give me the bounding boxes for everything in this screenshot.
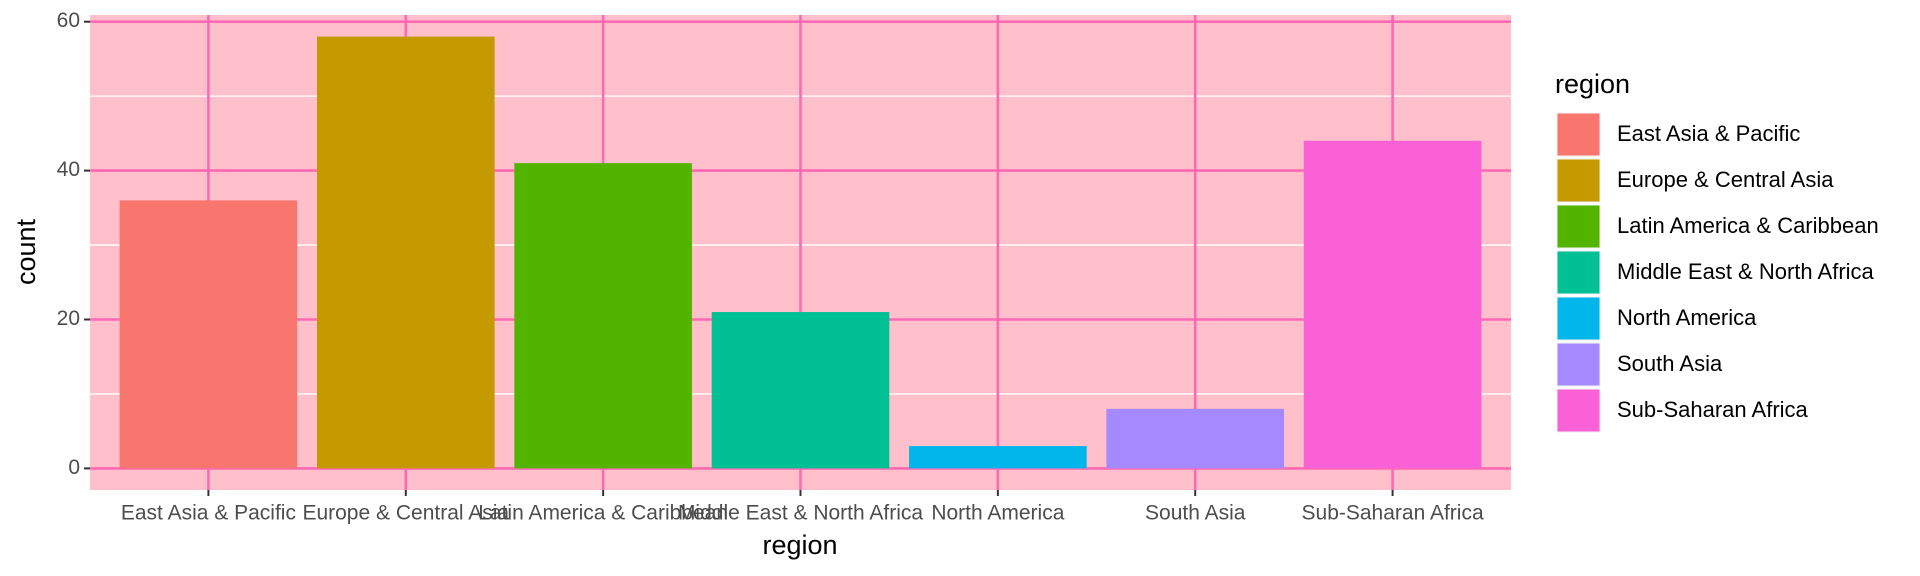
legend-key: [1556, 250, 1601, 295]
legend-label: Latin America & Caribbean: [1617, 213, 1879, 238]
y-tick-label: 20: [57, 307, 80, 330]
y-axis-title: count: [11, 218, 41, 285]
bar: [514, 163, 692, 469]
x-tick-label: Middle East & North Africa: [678, 502, 923, 525]
legend-key: [1556, 204, 1601, 249]
bar: [909, 446, 1087, 469]
legend-key: [1556, 112, 1601, 157]
legend-title: region: [1555, 69, 1630, 99]
x-tick-label: Sub-Saharan Africa: [1302, 502, 1484, 525]
x-tick-label: North America: [931, 502, 1064, 525]
bar: [1303, 140, 1482, 469]
x-tick-label: South Asia: [1145, 502, 1246, 525]
y-tick-label: 0: [68, 456, 80, 479]
legend-label: South Asia: [1617, 351, 1723, 376]
bar: [711, 312, 890, 469]
y-tick-label: 60: [57, 9, 80, 32]
legend-label: East Asia & Pacific: [1617, 121, 1800, 146]
bar: [119, 200, 298, 469]
legend-label: Europe & Central Asia: [1617, 167, 1834, 192]
legend-label: Middle East & North Africa: [1617, 259, 1875, 284]
x-axis-title: region: [762, 530, 837, 560]
legend-key: [1556, 158, 1601, 203]
legend-label: North America: [1617, 305, 1757, 330]
legend-key: [1556, 296, 1601, 341]
bar: [316, 36, 495, 469]
legend-label: Sub-Saharan Africa: [1617, 397, 1809, 422]
legend-key: [1556, 388, 1601, 433]
bar: [1106, 408, 1285, 469]
x-tick-label: Latin America & Caribbean: [478, 502, 728, 525]
legend-key: [1556, 342, 1601, 387]
x-tick-label: East Asia & Pacific: [121, 502, 296, 525]
y-tick-label: 40: [57, 158, 80, 181]
x-tick-label: Europe & Central Asia: [302, 502, 509, 525]
